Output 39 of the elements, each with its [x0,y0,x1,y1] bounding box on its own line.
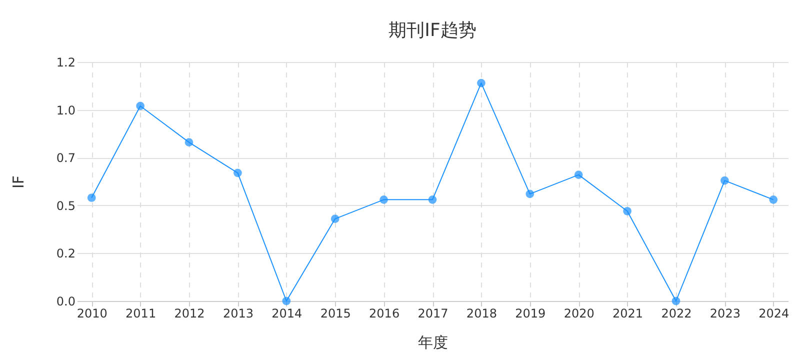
x-tick-label: 2012 [174,306,205,320]
point [136,102,144,110]
point [428,195,437,204]
point [769,195,778,204]
y-tick-label: 0.5 [56,198,76,213]
x-tick-label: 2014 [272,306,302,320]
x-tick-label: 2021 [612,306,644,320]
chart-title: 期刊IF趋势 [388,20,476,41]
x-tick-label: 2022 [661,306,692,320]
point [282,296,291,306]
y-tick-label: 1.0 [56,103,76,118]
x-tick-label: 2024 [758,306,790,320]
x-tick-label: 2020 [564,306,594,320]
point [720,176,729,185]
y-axis-title: IF [9,175,28,189]
y-tick-label: 0.2 [56,246,76,261]
point [330,214,340,223]
point [477,78,486,88]
x-tick-label: 2010 [76,306,108,320]
x-tick-label: 2019 [515,306,546,320]
point [623,206,632,216]
x-tick-label: 2017 [418,306,448,320]
y-tick-label: 0.0 [56,294,76,308]
point [672,296,680,306]
point [574,170,583,179]
point [526,190,534,198]
x-tick-label: 2015 [320,306,351,320]
x-tick-label: 2023 [710,306,740,320]
x-tick-label: 2011 [126,306,156,320]
x-axis-title: 年度 [418,334,448,352]
x-tick-label: 2018 [466,306,497,320]
point [380,195,388,204]
x-tick-label: 2013 [222,306,254,320]
y-tick-label: 1.2 [56,56,76,70]
point [87,194,96,202]
x-tick-label: 2016 [369,306,400,320]
point [184,138,194,146]
y-tick-label: 0.7 [56,151,76,166]
point [234,168,242,178]
